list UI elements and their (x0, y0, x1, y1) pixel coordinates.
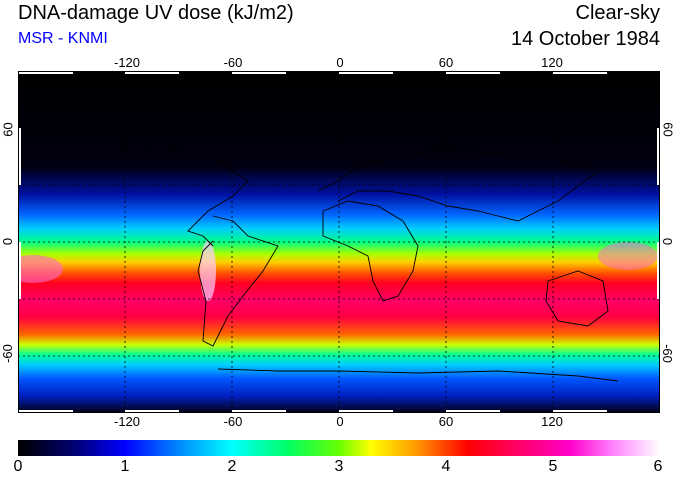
lon-label-top: -120 (113, 55, 141, 70)
colorbar-label: 4 (441, 458, 451, 475)
lon-label-top: -60 (223, 55, 243, 70)
uv-hotspot (18, 255, 63, 283)
lat-label-left: -60 (0, 344, 15, 363)
lon-label-bottom: 120 (541, 414, 563, 429)
colorbar-label: 6 (653, 458, 663, 475)
lat-label-right: -60 (659, 344, 675, 363)
colorbar-label: 2 (227, 458, 237, 475)
lon-label-top: 0 (336, 55, 344, 70)
coastlines (117, 145, 619, 382)
sky-condition-label: Clear-sky (575, 2, 660, 24)
date-label: 14 October 1984 (511, 28, 660, 50)
organisation-label: MSR - KNMI (18, 30, 108, 47)
map-border (18, 71, 660, 413)
colorbar (18, 440, 660, 456)
lon-label-bottom: -120 (113, 414, 141, 429)
lat-label-right: 60 (660, 122, 676, 137)
lon-label-top: 120 (541, 55, 563, 70)
uv-dose-map (18, 71, 660, 413)
colorbar-label: 3 (334, 458, 344, 475)
lat-label-left: 0 (0, 237, 16, 246)
colorbar-label: 0 (13, 458, 23, 475)
uv-hotspot (200, 241, 216, 301)
lon-label-bottom: -60 (223, 414, 243, 429)
colorbar-label: 5 (548, 458, 558, 475)
lon-label-bottom: 0 (336, 414, 344, 429)
lat-label-left: 60 (0, 122, 16, 137)
uv-hotspot (598, 242, 658, 270)
lon-label-bottom: 60 (438, 414, 454, 429)
graticule (18, 71, 660, 413)
colorbar-label: 1 (120, 458, 130, 475)
lat-label-right: 0 (660, 237, 676, 246)
map-title: DNA-damage UV dose (kJ/m2) (18, 2, 294, 24)
lon-label-top: 60 (438, 55, 454, 70)
